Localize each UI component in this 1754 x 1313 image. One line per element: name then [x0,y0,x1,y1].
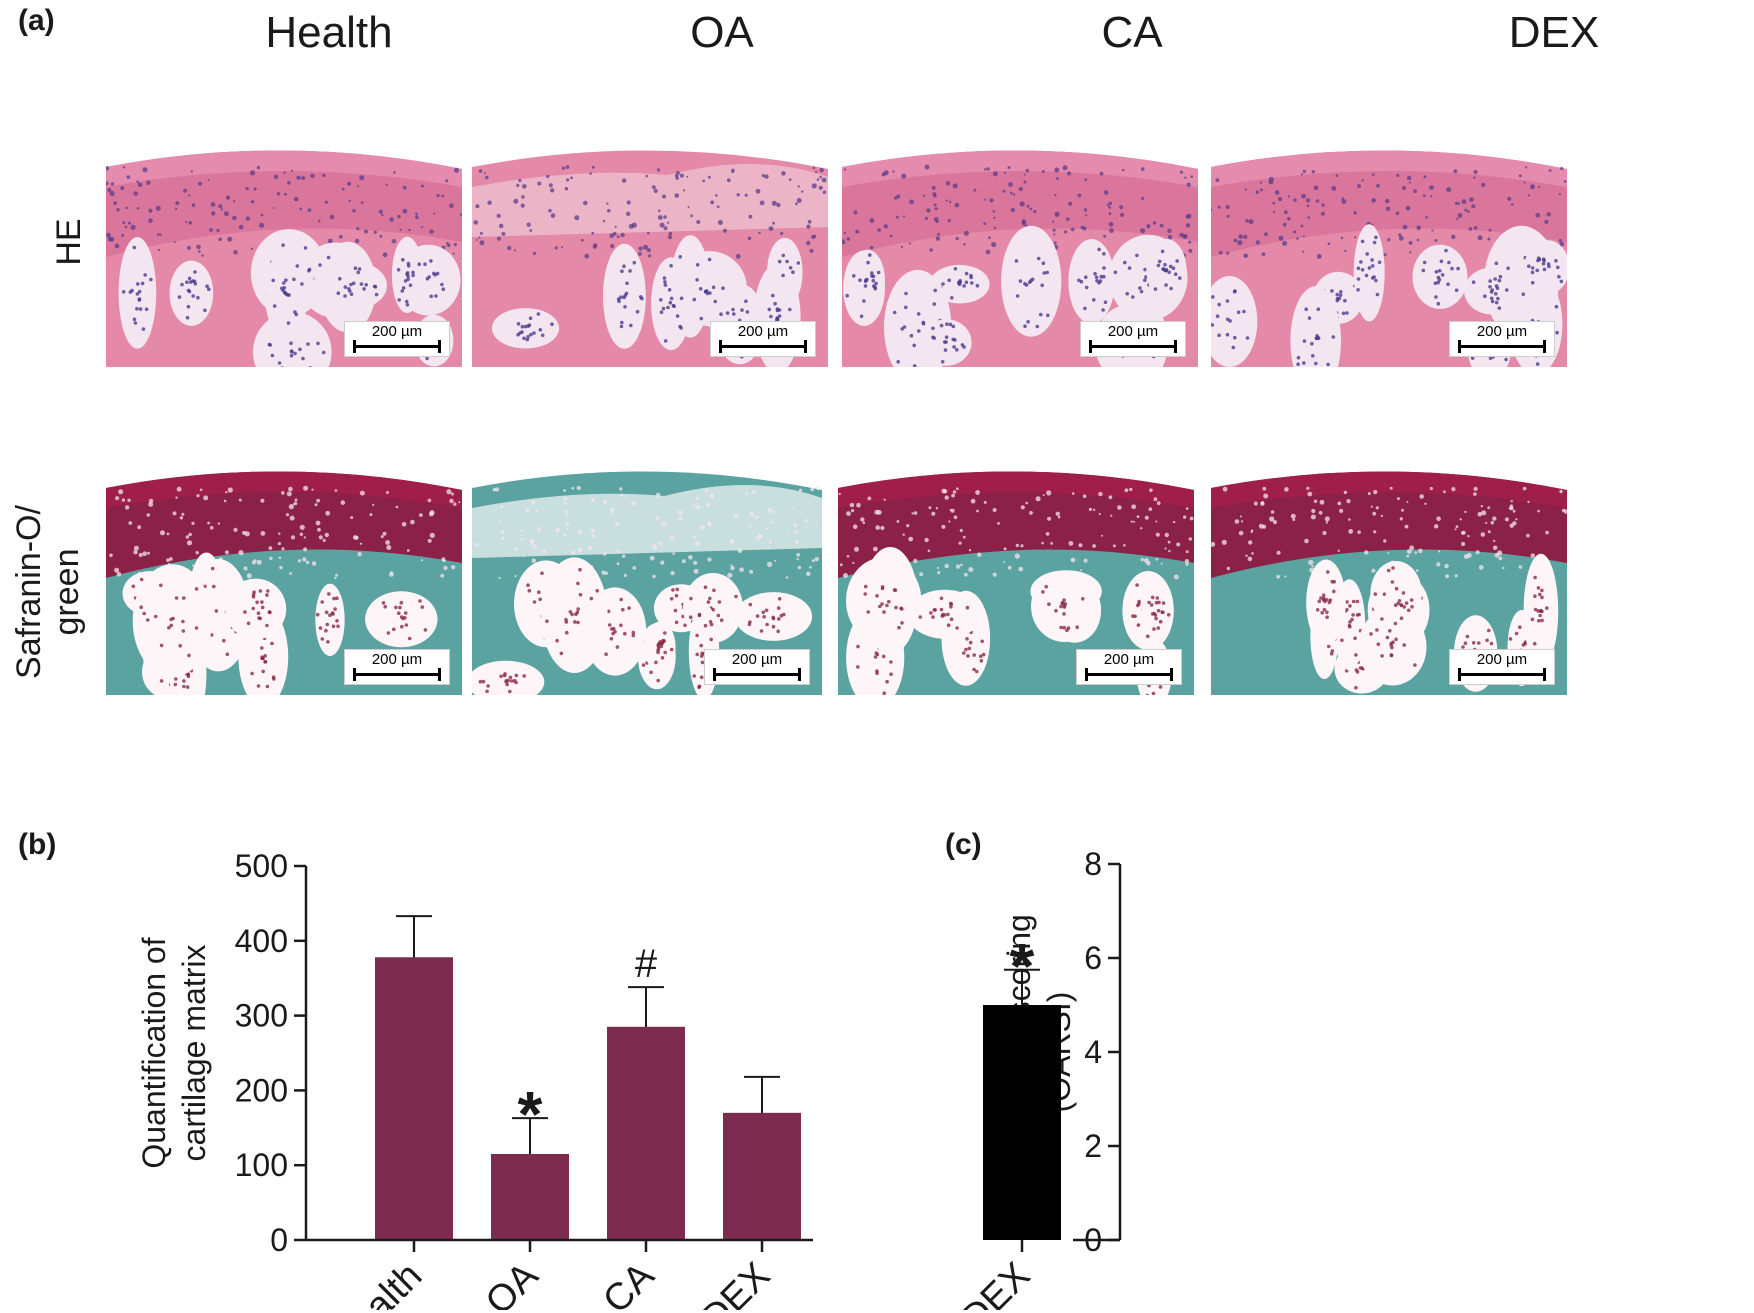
scale-bar-line [713,668,801,681]
panel-a-label: (a) [18,4,55,37]
chart-b-ylabel-line: cartilage matrix [176,945,212,1162]
scale-bar-line [353,668,441,681]
chart-b-y-tick-label: 100 [235,1147,288,1183]
chart-c: Histological scoring(OARSI)02468Health*O… [960,846,1122,1310]
column-title-ca: CA [1101,8,1163,57]
chart-b-ylabel-line: Quantification of [136,937,172,1168]
scale-bar-label: 200 µm [1107,323,1159,340]
chart-b-ylabel: Quantification of cartilage matrix [136,937,212,1168]
scale-bar-line [1085,668,1173,681]
scale-bar: 200 µm [1076,649,1182,685]
column-title-health: Health [265,8,393,57]
scale-bar-label: 200 µm [371,651,423,668]
panel-b-label: (b) [18,828,57,861]
scale-bar-label: 200 µm [737,323,789,340]
scale-bar: 200 µm [1449,321,1555,357]
chart-c-y-tick-label: 8 [1084,846,1102,882]
chart-b-y-tick-label: 0 [270,1222,288,1258]
micrograph-safranin-dex: 200 µm [1211,440,1567,695]
scale-bar-line [353,340,441,353]
scale-bar-label: 200 µm [731,651,783,668]
scale-bar-label: 200 µm [1103,651,1155,668]
row-label-safranin-line-2: green [48,548,86,636]
chart-b-y-tick-label: 200 [235,1072,288,1108]
scale-bar: 200 µm [344,649,450,685]
scale-bar-line [1089,340,1177,353]
chart-b-y-tick-label: 500 [235,848,288,884]
scale-bar: 200 µm [710,321,816,357]
micrograph-safranin-oa: 200 µm [472,440,822,695]
scale-bar-label: 200 µm [371,323,423,340]
chart-b-y-tick-label: 300 [235,998,288,1034]
chart-b-significance-oa: * [518,1078,543,1150]
chart-b-x-tick-label: CA [595,1254,662,1310]
micrograph-he-oa: 200 µm [472,125,828,367]
column-title-oa: OA [690,8,754,57]
chart-c-y-tick-label: 2 [1084,1128,1102,1164]
scale-bar-line [1458,340,1546,353]
scale-bar: 200 µm [1449,649,1555,685]
row-label-he-line: HE [50,218,88,266]
scale-bar-line [719,340,807,353]
row-label-he: HE [50,162,90,322]
column-title-dex: DEX [1508,8,1600,57]
panel-c-label: (c) [945,828,982,861]
scale-bar: 200 µm [704,649,810,685]
row-label-safranin: Safranin-O/ green [10,482,90,702]
scale-bar-label: 200 µm [1476,323,1528,340]
scale-bar: 200 µm [1080,321,1186,357]
chart-b-x-tick-label: DEX [693,1255,778,1310]
chart-b-bar-ca [607,1026,685,1240]
chart-b-x-tick-label: Health [323,1255,430,1310]
micrograph-he-dex: 200 µm [1211,125,1567,367]
chart-b-bar-dex [723,1112,801,1240]
chart-b-significance-ca: # [635,942,658,986]
scale-bar-label: 200 µm [1476,651,1528,668]
chart-c-y-tick-label: 4 [1084,1034,1102,1070]
chart-b-bar-oa [491,1153,569,1240]
chart-c-significance-dex: * [1010,930,1035,1002]
chart-c-x-tick-label: DEX [960,1255,1038,1310]
micrograph-safranin-health: 200 µm [106,440,462,695]
chart-b-y-tick-label: 400 [235,923,288,959]
chart-b: Quantification of cartilage matrix 0 100 200… [136,848,813,1310]
chart-b-x-tick-label: OA [478,1254,547,1310]
chart-c-bar-dex [983,1005,1061,1240]
chart-b-bar-health [375,957,453,1240]
scale-bar-line [1458,668,1546,681]
micrograph-safranin-ca: 200 µm [838,440,1194,695]
micrograph-he-ca: 200 µm [842,125,1198,367]
micrograph-he-health: 200 µm [106,125,462,367]
row-label-safranin-line-1: Safranin-O/ [10,505,48,679]
scale-bar: 200 µm [344,321,450,357]
chart-c-y-tick-label: 6 [1084,940,1102,976]
